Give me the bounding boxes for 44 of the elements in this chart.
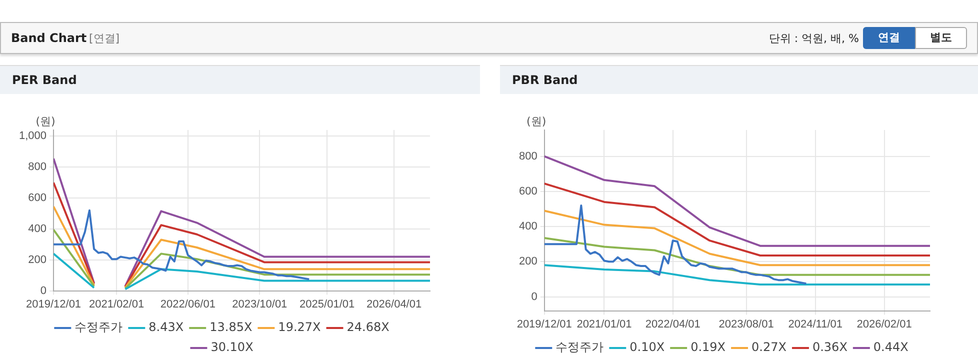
legend-label: 수정주가 — [556, 340, 604, 354]
legend-label: 0.27X — [752, 340, 786, 354]
chart-title: PBR Band — [500, 66, 978, 94]
legend-label: 수정주가 — [74, 320, 123, 334]
x-tick-label: 2019/12/01 — [516, 318, 572, 330]
legend-label: 0.36X — [812, 340, 848, 354]
y-tick-label: 400 — [28, 222, 47, 235]
legend-label: 13.85X — [210, 320, 252, 334]
y-tick-label: 0 — [531, 290, 538, 303]
y-axis-title: (원) — [36, 114, 56, 128]
legend-label: 24.68X — [346, 320, 390, 334]
legend-label: 8.43X — [148, 320, 184, 334]
legend-label: 30.10X — [210, 340, 254, 354]
x-tick-label: 2022/06/01 — [160, 298, 216, 310]
x-tick-label: 2025/01/01 — [300, 298, 355, 310]
x-tick-label: 2026/02/01 — [856, 318, 912, 330]
y-tick-label: 400 — [518, 220, 538, 233]
y-axis-title: (원) — [526, 114, 546, 128]
x-tick-label: 2024/11/01 — [788, 318, 842, 330]
y-tick-label: 800 — [28, 161, 47, 174]
y-tick-label: 800 — [518, 150, 538, 162]
y-tick-label: 600 — [518, 185, 538, 198]
y-tick-label: 200 — [28, 254, 47, 266]
y-tick-label: 1,000 — [18, 130, 47, 142]
legend-label: 0.10X — [630, 340, 665, 354]
text: [연결] — [89, 31, 120, 46]
x-tick-label: 2021/02/01 — [89, 298, 144, 310]
y-tick-label: 600 — [28, 192, 47, 204]
text: Band Chart — [11, 31, 87, 45]
x-tick-label: 2022/04/01 — [645, 318, 700, 330]
y-tick-label: 200 — [518, 256, 538, 268]
x-tick-label: 2019/12/01 — [26, 298, 82, 310]
text: 연결 — [863, 27, 915, 49]
legend-label: 0.44X — [873, 340, 908, 354]
legend-label: 0.19X — [690, 340, 726, 354]
chart-title: PER Band — [0, 66, 480, 94]
x-tick-label: 2021/01/01 — [576, 318, 632, 330]
x-tick-label: 2026/04/01 — [366, 298, 422, 310]
legend-label: 19.27X — [278, 320, 321, 334]
x-tick-label: 2023/10/01 — [232, 298, 288, 310]
y-tick-label: 0 — [40, 284, 47, 297]
text: 단위 : 억원, 배, % — [768, 31, 859, 46]
x-tick-label: 2023/08/01 — [718, 318, 774, 330]
text: 별도 — [915, 27, 967, 49]
